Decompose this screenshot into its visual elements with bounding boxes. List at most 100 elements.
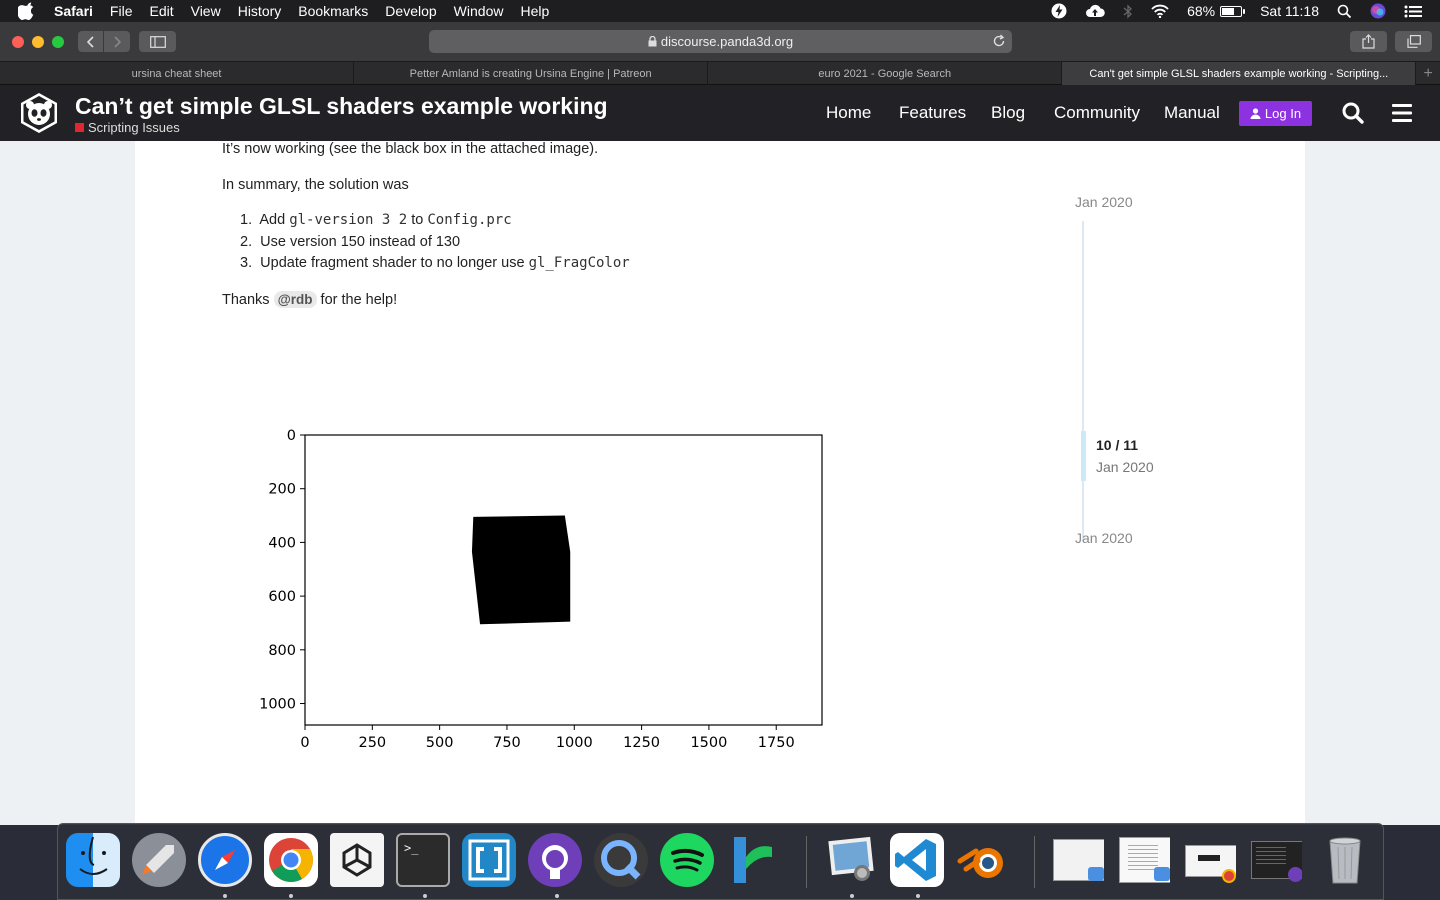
timeline-handle[interactable] xyxy=(1081,431,1086,481)
menu-help[interactable]: Help xyxy=(520,3,550,19)
bluetooth-icon[interactable] xyxy=(1123,3,1133,19)
preview-icon[interactable] xyxy=(824,833,878,887)
running-indicator xyxy=(423,894,427,898)
timeline-position-date: Jan 2020 xyxy=(1096,459,1154,475)
user-mention-link[interactable]: @rdb xyxy=(273,291,317,308)
step3-prefix: Update fragment shader to no longer use xyxy=(260,255,529,271)
chrome-icon[interactable] xyxy=(264,833,318,887)
back-button[interactable] xyxy=(78,31,104,52)
y-tick-label: 600 xyxy=(268,589,296,605)
dock-separator xyxy=(806,836,807,888)
trash-icon[interactable] xyxy=(1318,833,1372,887)
forward-button[interactable] xyxy=(104,31,130,52)
login-button[interactable]: Log In xyxy=(1239,101,1312,126)
menu-edit[interactable]: Edit xyxy=(149,3,174,19)
app-icon[interactable] xyxy=(726,833,780,887)
list-number: 1. xyxy=(240,212,260,228)
panda-logo-icon[interactable] xyxy=(18,92,60,134)
window-thumb-icon[interactable] xyxy=(1182,833,1236,887)
battery-status[interactable]: 68% xyxy=(1187,3,1246,19)
topic-category[interactable]: Scripting Issues xyxy=(75,120,180,135)
menu-view[interactable]: View xyxy=(190,3,221,19)
dock: >_ xyxy=(57,823,1384,900)
new-tab-button[interactable]: + xyxy=(1423,64,1433,82)
category-label: Scripting Issues xyxy=(88,120,180,135)
quicktime-icon[interactable] xyxy=(594,833,648,887)
chevron-right-icon xyxy=(114,35,122,48)
window-thumb-icon[interactable] xyxy=(1248,833,1302,887)
x-tick-label: 500 xyxy=(426,735,454,751)
window-thumb-icon[interactable] xyxy=(1116,833,1170,887)
sidebar-toggle-button[interactable] xyxy=(139,31,176,52)
y-tick-label: 0 xyxy=(287,428,296,444)
timeline-start-date[interactable]: Jan 2020 xyxy=(1075,194,1133,210)
nav-features-link[interactable]: Features xyxy=(899,103,967,122)
timeline-track[interactable] xyxy=(1082,221,1084,541)
timeline-end-date[interactable]: Jan 2020 xyxy=(1075,530,1133,546)
window-thumb-icon[interactable] xyxy=(1050,833,1104,887)
menu-file[interactable]: File xyxy=(109,3,133,19)
cloud-upload-icon[interactable] xyxy=(1085,4,1105,18)
attached-plot-image[interactable]: 0 250 500 750 1000 1250 1500 1750 0 200 400 600 800 1… xyxy=(240,421,840,761)
url-text: discourse.panda3d.org xyxy=(660,34,794,49)
step3-code-fragcolor: gl_FragColor xyxy=(528,255,630,271)
blender-icon[interactable] xyxy=(956,833,1010,887)
tab-active-discourse[interactable]: Can't get simple GLSL shaders example wo… xyxy=(1062,62,1417,85)
finder-icon[interactable] xyxy=(66,833,120,887)
spotify-icon[interactable] xyxy=(660,833,714,887)
login-label: Log In xyxy=(1264,106,1302,121)
terminal-icon[interactable]: >_ xyxy=(396,833,450,887)
share-button[interactable] xyxy=(1350,31,1387,52)
tab-ursina-cheat-sheet[interactable]: ursina cheat sheet xyxy=(0,62,355,85)
hamburger-menu-icon[interactable] xyxy=(1390,101,1414,125)
tab-label: ursina cheat sheet xyxy=(131,67,222,80)
topic-title[interactable]: Can’t get simple GLSL shaders example wo… xyxy=(75,93,608,119)
y-tick-label: 800 xyxy=(268,643,296,659)
unity-icon[interactable] xyxy=(330,833,384,887)
thanks-prefix: Thanks xyxy=(222,292,274,308)
site-header: Can’t get simple GLSL shaders example wo… xyxy=(0,85,1440,141)
siri-icon[interactable] xyxy=(1370,3,1386,19)
nav-community-link[interactable]: Community xyxy=(1054,103,1140,122)
menu-history[interactable]: History xyxy=(237,3,282,19)
lock-icon xyxy=(648,36,657,47)
zoom-window-button[interactable] xyxy=(52,36,64,48)
post-summary: In summary, the solution was xyxy=(222,177,409,193)
list-item: 3. Update fragment shader to no longer u… xyxy=(240,255,630,271)
tab-overview-button[interactable] xyxy=(1395,31,1432,52)
menu-window[interactable]: Window xyxy=(453,3,504,19)
search-icon[interactable] xyxy=(1341,101,1365,125)
safari-icon[interactable] xyxy=(198,833,252,887)
minimize-window-button[interactable] xyxy=(32,36,44,48)
menu-bookmarks[interactable]: Bookmarks xyxy=(298,3,369,19)
close-window-button[interactable] xyxy=(12,36,24,48)
tab-patreon[interactable]: Petter Amland is creating Ursina Engine … xyxy=(354,62,709,85)
tab-label: Petter Amland is creating Ursina Engine … xyxy=(409,67,652,80)
clock[interactable]: Sat 11:18 xyxy=(1260,3,1319,19)
list-number: 3. xyxy=(240,255,261,271)
apple-icon[interactable] xyxy=(18,2,36,20)
nav-blog-link[interactable]: Blog xyxy=(991,103,1026,122)
tab-google-search[interactable]: euro 2021 - Google Search xyxy=(708,62,1063,85)
wifi-icon[interactable] xyxy=(1151,4,1169,18)
nav-home-link[interactable]: Home xyxy=(826,103,872,122)
running-indicator xyxy=(850,894,854,898)
nav-manual-link[interactable]: Manual xyxy=(1164,103,1220,122)
bolt-icon[interactable] xyxy=(1051,3,1067,19)
brackets-icon[interactable] xyxy=(462,833,516,887)
launchpad-icon[interactable] xyxy=(132,833,186,887)
running-indicator xyxy=(223,894,227,898)
menu-develop[interactable]: Develop xyxy=(385,3,437,19)
step1-prefix: Add xyxy=(259,212,290,228)
github-desktop-icon[interactable] xyxy=(528,833,582,887)
vscode-icon[interactable] xyxy=(890,833,944,887)
menu-app-name[interactable]: Safari xyxy=(54,3,93,19)
address-bar[interactable]: discourse.panda3d.org xyxy=(429,30,1012,53)
tab-bar: ursina cheat sheet Petter Amland is crea… xyxy=(0,62,1440,85)
spotlight-icon[interactable] xyxy=(1337,4,1352,19)
reload-icon[interactable] xyxy=(992,34,1006,48)
x-tick-label: 1250 xyxy=(623,735,660,751)
notification-center-icon[interactable] xyxy=(1404,5,1422,18)
chevron-left-icon xyxy=(86,35,94,48)
step1-code-config: Config.prc xyxy=(427,212,512,228)
